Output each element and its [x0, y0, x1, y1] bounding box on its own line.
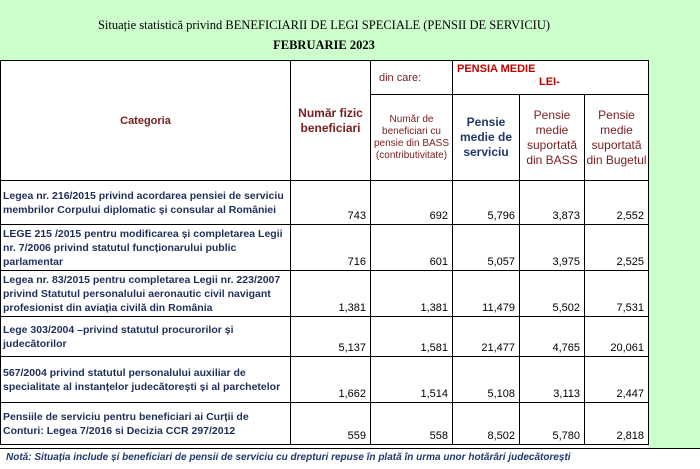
row-numar-fizic: 743	[290, 180, 371, 225]
header-pensie-bugetul: Pensie medie suportată din Bugetul	[583, 94, 650, 181]
row-numar-bass: 1,514	[370, 356, 453, 403]
header-pensia-medie-unit: LEI-	[539, 76, 560, 88]
table-row: Legea nr. 83/2015 pentru completarea Leg…	[0, 270, 650, 317]
row-categoria: LEGE 215 /2015 pentru modificarea și com…	[0, 224, 291, 271]
row-pensie-bass: 3,975	[519, 224, 585, 271]
row-numar-bass: 1,581	[370, 316, 453, 357]
background-strip	[648, 0, 700, 448]
header-numar-fizic: Număr fizic beneficiari	[290, 60, 371, 181]
header-pensie-serviciu: Pensie medie de serviciu	[452, 94, 520, 181]
table-row: Pensiile de serviciu pentru beneficiari …	[0, 402, 650, 445]
footnote: Notă: Situația include și beneficiari de…	[0, 448, 700, 469]
row-categoria: Legea nr. 83/2015 pentru completarea Leg…	[0, 270, 291, 317]
statistics-table: Categoria Număr fizic beneficiari din ca…	[0, 60, 650, 445]
row-pensie-bugetul: 7,531	[583, 270, 650, 317]
row-numar-fizic: 1,662	[290, 356, 371, 403]
row-numar-fizic: 716	[290, 224, 371, 271]
row-numar-fizic: 559	[290, 402, 371, 445]
table-row: LEGE 215 /2015 pentru modificarea și com…	[0, 224, 650, 271]
row-pensie-serviciu: 5,108	[452, 356, 520, 403]
header-din-care: din care:	[370, 60, 453, 95]
row-numar-bass: 601	[370, 224, 453, 271]
row-pensie-bugetul: 2,552	[583, 180, 650, 225]
row-pensie-bass: 5,502	[519, 270, 585, 317]
header-pensia-medie: PENSIA MEDIE LEI-	[451, 60, 650, 95]
table-row: Legea nr. 216/2015 privind acordarea pen…	[0, 180, 650, 225]
header-pensia-medie-title: PENSIA MEDIE	[457, 63, 536, 75]
header-pensie-bass: Pensie medie suportată din BASS	[519, 94, 585, 181]
report-header: Situație statistică privind BENEFICIARII…	[0, 0, 648, 61]
row-numar-bass: 558	[370, 402, 453, 445]
row-pensie-bass: 5,780	[519, 402, 585, 445]
row-numar-fizic: 1,381	[290, 270, 371, 317]
row-categoria: Legea nr. 216/2015 privind acordarea pen…	[0, 180, 291, 225]
header-numar-bass: Număr de beneficiari cu pensie din BASS …	[370, 94, 453, 181]
row-pensie-serviciu: 5,057	[452, 224, 520, 271]
row-numar-bass: 692	[370, 180, 453, 225]
row-pensie-bass: 3,873	[519, 180, 585, 225]
row-numar-bass: 1,381	[370, 270, 453, 317]
row-pensie-bugetul: 20,061	[583, 316, 650, 357]
row-pensie-bass: 3,113	[519, 356, 585, 403]
row-pensie-serviciu: 11,479	[452, 270, 520, 317]
row-numar-fizic: 5,137	[290, 316, 371, 357]
row-pensie-bugetul: 2,525	[583, 224, 650, 271]
row-categoria: Lege 303/2004 –privind statutul procuror…	[0, 316, 291, 357]
report-period: FEBRUARIE 2023	[273, 38, 375, 52]
report-title: Situație statistică privind BENEFICIARII…	[97, 18, 551, 32]
table-row: 567/2004 privind statutul personalului a…	[0, 356, 650, 403]
row-categoria: Pensiile de serviciu pentru beneficiari …	[0, 402, 291, 445]
row-pensie-bass: 4,765	[519, 316, 585, 357]
table-row: Lege 303/2004 –privind statutul procuror…	[0, 316, 650, 357]
footnote-text: Notă: Situația include și beneficiari de…	[6, 452, 571, 463]
row-pensie-bugetul: 2,818	[583, 402, 650, 445]
row-categoria: 567/2004 privind statutul personalului a…	[0, 356, 291, 403]
header-categoria: Categoria	[0, 60, 291, 181]
row-pensie-serviciu: 21,477	[452, 316, 520, 357]
row-pensie-serviciu: 5,796	[452, 180, 520, 225]
row-pensie-bugetul: 2,447	[583, 356, 650, 403]
row-pensie-serviciu: 8,502	[452, 402, 520, 445]
